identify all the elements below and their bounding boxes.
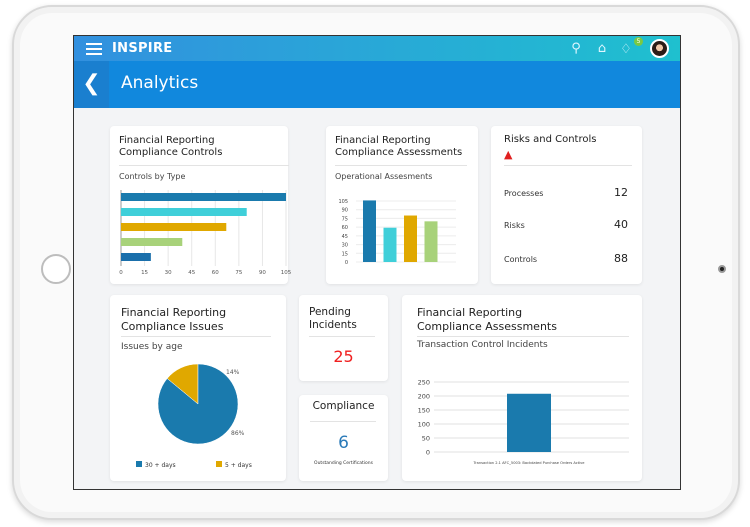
home-hardware-button[interactable] — [41, 254, 71, 284]
avatar[interactable] — [650, 39, 669, 58]
bar — [507, 393, 551, 452]
home-icon[interactable]: ⌂ — [597, 41, 607, 56]
title-bar: ❮ Analytics — [74, 61, 680, 108]
x-tick-label: Transaction 2.1 AFC_5003: Backdated Purc… — [473, 461, 586, 465]
bell-icon[interactable]: ♢ — [620, 43, 632, 57]
transaction-bar-chart: 0 50 100 150 200 250 Transaction 2.1 AFC_5003:… — [418, 379, 629, 465]
top-bar: INSPIRE ⚲ ⌂ ♢ 5 — [74, 36, 680, 61]
x-tick-label: 45 — [188, 270, 195, 276]
bar — [121, 238, 183, 246]
card-compliance: Compliance 6 Outstanding Certifications — [299, 395, 388, 481]
legend-label: 30 + days — [145, 462, 176, 469]
card-title: Compliance — [312, 400, 375, 412]
y-tick-label: 0 — [426, 449, 430, 457]
page-title: Analytics — [121, 73, 199, 93]
back-button[interactable]: ❮ — [74, 61, 109, 108]
bar — [121, 253, 151, 261]
legend-label: 5 + days — [225, 462, 252, 469]
card-subtitle: Transaction Control Incidents — [417, 340, 548, 350]
card-transaction-assessments: Financial Reporting Compliance Assessment… — [402, 295, 642, 481]
issues-pie-chart: 14% 86% 30 + days 5 + days — [136, 363, 252, 469]
card-subtitle: Operational Assesments — [335, 172, 433, 181]
bar — [404, 215, 417, 262]
risk-row-risks[interactable]: Risks 40 — [504, 218, 628, 231]
y-tick-label: 30 — [342, 243, 348, 249]
legend-swatch — [216, 461, 222, 467]
brand: INSPIRE — [112, 41, 173, 56]
card-title: Risks and Controls — [504, 134, 597, 145]
search-icon[interactable]: ⚲ — [571, 41, 581, 56]
card-title: Pending Incidents — [309, 306, 357, 331]
card-title: Financial Reporting Compliance Issues — [121, 306, 227, 333]
y-tick-label: 50 — [422, 435, 430, 443]
y-tick-label: 0 — [345, 260, 348, 266]
legend-swatch — [136, 461, 142, 467]
x-tick-label: 30 — [165, 270, 172, 276]
x-tick-label: 60 — [212, 270, 219, 276]
compliance-value[interactable]: 6 — [338, 433, 349, 453]
y-tick-label: 105 — [338, 199, 348, 205]
bar — [363, 200, 376, 262]
card-subtitle: Controls by Type — [119, 172, 186, 181]
card-title: Financial Reporting Compliance Controls — [119, 135, 223, 158]
compliance-caption: Outstanding Certifications — [314, 461, 373, 466]
x-tick-label: 15 — [141, 270, 148, 276]
chevron-left-icon: ❮ — [82, 71, 101, 96]
card-compliance-controls: Financial Reporting Compliance Controls C… — [110, 126, 292, 284]
hamburger-icon[interactable] — [86, 43, 102, 55]
card-compliance-issues: Financial Reporting Compliance Issues Iss… — [110, 295, 286, 481]
y-tick-label: 60 — [342, 225, 348, 231]
bar — [121, 223, 227, 231]
slice-label: 86% — [231, 430, 245, 437]
bar — [424, 221, 438, 262]
slice-label: 14% — [226, 369, 240, 376]
card-operational-assessments: Financial Reporting Compliance Assessment… — [326, 126, 478, 284]
notification-badge: 5 — [634, 37, 643, 46]
bar — [383, 227, 397, 262]
y-tick-label: 250 — [418, 379, 430, 387]
y-tick-label: 150 — [418, 407, 430, 415]
y-tick-label: 100 — [418, 421, 430, 429]
x-tick-label: 75 — [235, 270, 242, 276]
bar — [121, 208, 247, 216]
card-pending-incidents: Pending Incidents 25 — [299, 295, 388, 381]
camera — [718, 265, 726, 273]
risk-row-controls[interactable]: Controls 88 — [504, 252, 628, 265]
card-risks-controls: Risks and Controls ▲ Processes 12 Risks 40… — [491, 126, 642, 284]
pending-incidents-value[interactable]: 25 — [333, 347, 354, 366]
pie-slice — [157, 363, 239, 445]
card-title: Financial Reporting Compliance Assessment… — [417, 306, 557, 333]
y-tick-label: 90 — [342, 208, 348, 214]
card-title: Financial Reporting Compliance Assessment… — [335, 135, 463, 158]
x-tick-label: 0 — [119, 270, 123, 276]
app-screen: INSPIRE ⚲ ⌂ ♢ 5 ❮ Analytics Financial Re… — [73, 35, 681, 490]
y-tick-label: 45 — [342, 234, 348, 240]
warning-icon: ▲ — [504, 148, 513, 161]
controls-bar-chart: 0 15 30 45 60 75 90 105 — [119, 190, 292, 276]
y-tick-label: 75 — [342, 216, 348, 222]
operational-bar-chart: 0 15 30 45 60 75 90 105 — [338, 199, 456, 266]
x-tick-label: 105 — [281, 270, 292, 276]
y-tick-label: 200 — [418, 393, 430, 401]
card-subtitle: Issues by age — [121, 342, 183, 352]
y-tick-label: 15 — [342, 251, 348, 257]
x-tick-label: 90 — [259, 270, 266, 276]
bar — [121, 193, 286, 201]
risk-row-processes[interactable]: Processes 12 — [504, 186, 628, 199]
